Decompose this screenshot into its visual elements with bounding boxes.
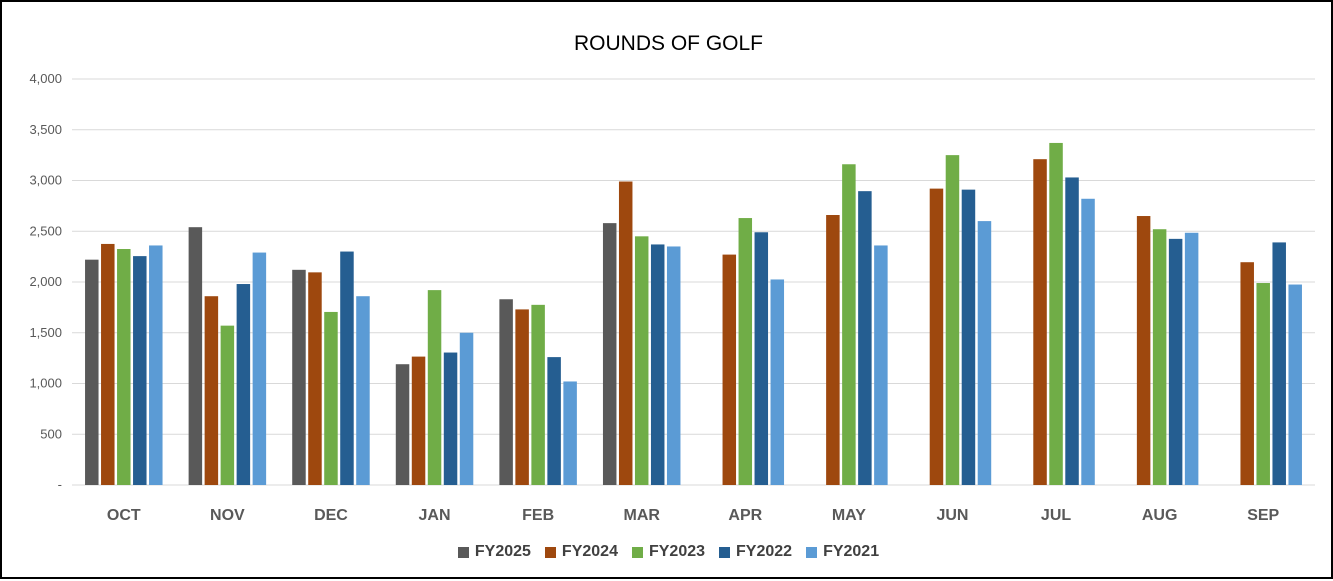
x-tick-label: JUL	[1041, 507, 1071, 524]
bar-fy2022-nov	[236, 284, 251, 485]
bar-fy2024-oct	[101, 243, 115, 485]
legend-swatch	[457, 546, 469, 558]
bar-fy2022-mar	[650, 244, 665, 485]
bar-fy2025-dec	[292, 269, 306, 485]
bar-fy2021-jan	[459, 332, 474, 485]
bar-fy2025-nov	[188, 227, 203, 485]
y-tick-label: 3,500	[29, 122, 62, 137]
x-tick-label: MAY	[832, 507, 866, 524]
legend-item: FY2024	[544, 543, 618, 561]
bar-fy2021-oct	[149, 245, 163, 485]
bar-fy2022-jun	[961, 189, 976, 485]
y-tick-label: 3,000	[29, 173, 62, 188]
x-tick-label: FEB	[522, 507, 554, 524]
bar-fy2021-apr	[770, 279, 785, 485]
legend-item: FY2022	[719, 543, 792, 561]
bar-fy2024-feb	[515, 309, 529, 485]
chart-title: ROUNDS OF GOLF	[573, 32, 763, 55]
legend-label: FY2025	[474, 543, 531, 560]
bar-fy2023-nov	[220, 325, 235, 485]
bar-fy2023-sep	[1256, 283, 1270, 485]
y-tick-label: 500	[40, 426, 62, 441]
bar-fy2024-may	[826, 215, 840, 485]
legend-swatch	[544, 546, 556, 558]
x-tick-label: JUN	[936, 507, 968, 524]
bar-fy2025-jan	[395, 364, 410, 485]
bar-fy2024-aug	[1136, 216, 1151, 485]
bar-fy2024-apr	[722, 254, 737, 485]
bar-fy2023-jan	[427, 290, 442, 485]
bar-fy2021-feb	[563, 381, 577, 485]
y-tick-label: 1,500	[29, 325, 62, 340]
legend-item: FY2023	[631, 543, 706, 561]
legend-label: FY2023	[648, 543, 706, 560]
bar-fy2022-oct	[133, 256, 147, 485]
bar-fy2024-mar	[618, 181, 633, 485]
y-tick-label: 1,000	[29, 376, 62, 391]
bar-fy2023-feb	[531, 304, 545, 485]
legend-swatch	[631, 546, 643, 558]
bar-fy2023-oct	[117, 249, 131, 485]
x-tick-label: NOV	[210, 507, 245, 524]
bar-fy2025-oct	[85, 259, 99, 485]
chart-legend: FY2025 FY2024 FY2023 FY2022 FY2021	[2, 543, 1333, 561]
bar-fy2021-may	[874, 245, 888, 485]
bar-fy2022-aug	[1168, 238, 1183, 485]
bar-fy2024-jan	[411, 356, 426, 485]
x-tick-label: DEC	[314, 507, 348, 524]
legend-label: FY2021	[823, 543, 880, 560]
bar-fy2022-may	[858, 191, 872, 485]
bar-fy2022-apr	[754, 232, 769, 485]
bar-fy2023-mar	[634, 236, 649, 485]
x-tick-label: MAR	[623, 507, 660, 524]
bar-fy2024-dec	[308, 272, 322, 485]
bar-fy2022-jan	[443, 352, 458, 485]
bar-fy2024-nov	[204, 296, 219, 485]
x-tick-label: AUG	[1142, 507, 1178, 524]
bar-fy2021-sep	[1288, 284, 1302, 485]
bar-fy2022-dec	[340, 251, 354, 485]
y-tick-label: 2,000	[29, 274, 62, 289]
y-tick-label: -	[58, 477, 62, 492]
bar-fy2022-sep	[1272, 242, 1286, 485]
bar-fy2023-aug	[1152, 229, 1167, 485]
bar-fy2021-jun	[977, 221, 992, 485]
legend-item: FY2021	[806, 543, 879, 561]
legend-swatch	[719, 546, 731, 558]
bar-fy2023-apr	[738, 218, 753, 485]
bar-fy2025-feb	[499, 299, 513, 485]
legend-item: FY2025	[457, 543, 531, 561]
bar-fy2024-jul	[1033, 159, 1047, 485]
bar-fy2023-dec	[324, 311, 338, 485]
bar-fy2024-jun	[929, 188, 944, 485]
bar-fy2023-jul	[1049, 142, 1063, 485]
legend-label: FY2024	[561, 543, 618, 560]
bar-fy2022-jul	[1065, 177, 1079, 485]
bar-fy2023-may	[842, 164, 856, 485]
bar-fy2021-nov	[252, 252, 267, 485]
y-tick-label: 2,500	[29, 223, 62, 238]
x-tick-label: JAN	[419, 507, 451, 524]
x-tick-label: SEP	[1247, 507, 1279, 524]
bar-fy2021-jul	[1081, 198, 1095, 485]
bar-fy2021-mar	[666, 246, 681, 485]
legend-swatch	[806, 546, 818, 558]
bar-fy2023-jun	[945, 155, 960, 485]
bar-fy2021-aug	[1184, 232, 1199, 485]
legend-label: FY2022	[736, 543, 793, 560]
y-tick-label: 4,000	[29, 71, 62, 86]
x-tick-label: OCT	[107, 507, 141, 524]
bar-fy2022-feb	[547, 357, 561, 485]
bar-fy2024-sep	[1240, 262, 1254, 485]
bar-fy2025-mar	[602, 223, 617, 485]
x-tick-label: APR	[728, 507, 762, 524]
bar-fy2021-dec	[356, 296, 370, 485]
